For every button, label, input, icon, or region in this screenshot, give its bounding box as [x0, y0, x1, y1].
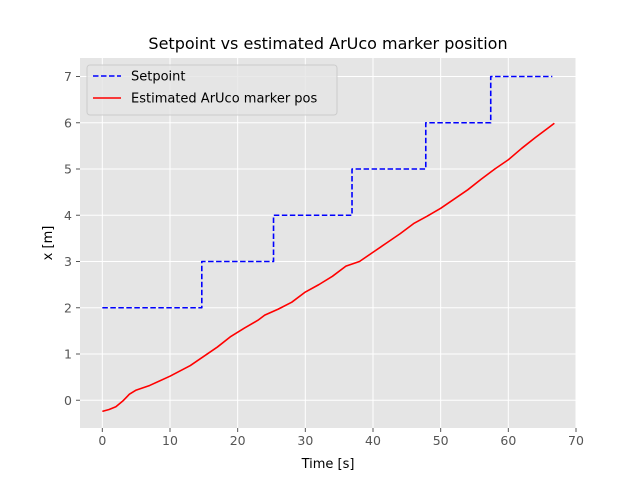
- estimated-position-line: [102, 122, 555, 413]
- y-tick-label: 5: [64, 162, 72, 177]
- x-tick-label: 50: [433, 433, 449, 448]
- y-tick-label: 0: [64, 393, 72, 408]
- chart-title: Setpoint vs estimated ArUco marker posit…: [148, 34, 507, 53]
- x-axis-label: Time [s]: [301, 457, 355, 472]
- y-axis-ticks: 0 1 2 3 4 5 6 7: [64, 69, 80, 408]
- grid: [80, 58, 577, 428]
- y-tick-label: 6: [64, 115, 72, 130]
- setpoint-line: [102, 75, 553, 309]
- y-tick-label: 3: [64, 254, 72, 269]
- legend-box: [86, 64, 338, 116]
- x-tick-label: 10: [162, 433, 178, 448]
- plot-area: [80, 58, 576, 428]
- x-axis-ticks: 0 10 20 30 40 50 60 70: [98, 428, 584, 448]
- x-tick-label: 60: [500, 433, 516, 448]
- x-tick-label: 30: [297, 433, 313, 448]
- legend: Setpoint Estimated ArUco marker pos: [86, 64, 338, 116]
- y-tick-label: 2: [64, 300, 72, 315]
- legend-label-estimated: Estimated ArUco marker pos: [131, 92, 318, 107]
- x-tick-label: 0: [98, 433, 106, 448]
- y-tick-label: 1: [64, 347, 72, 362]
- series-layer: [102, 75, 555, 413]
- y-axis-label: x [m]: [41, 226, 56, 261]
- x-tick-label: 40: [365, 433, 381, 448]
- y-tick-label: 7: [64, 69, 72, 84]
- legend-label-setpoint: Setpoint: [131, 70, 186, 85]
- x-tick-label: 70: [568, 433, 584, 448]
- x-tick-label: 20: [230, 433, 246, 448]
- y-tick-label: 4: [64, 208, 72, 223]
